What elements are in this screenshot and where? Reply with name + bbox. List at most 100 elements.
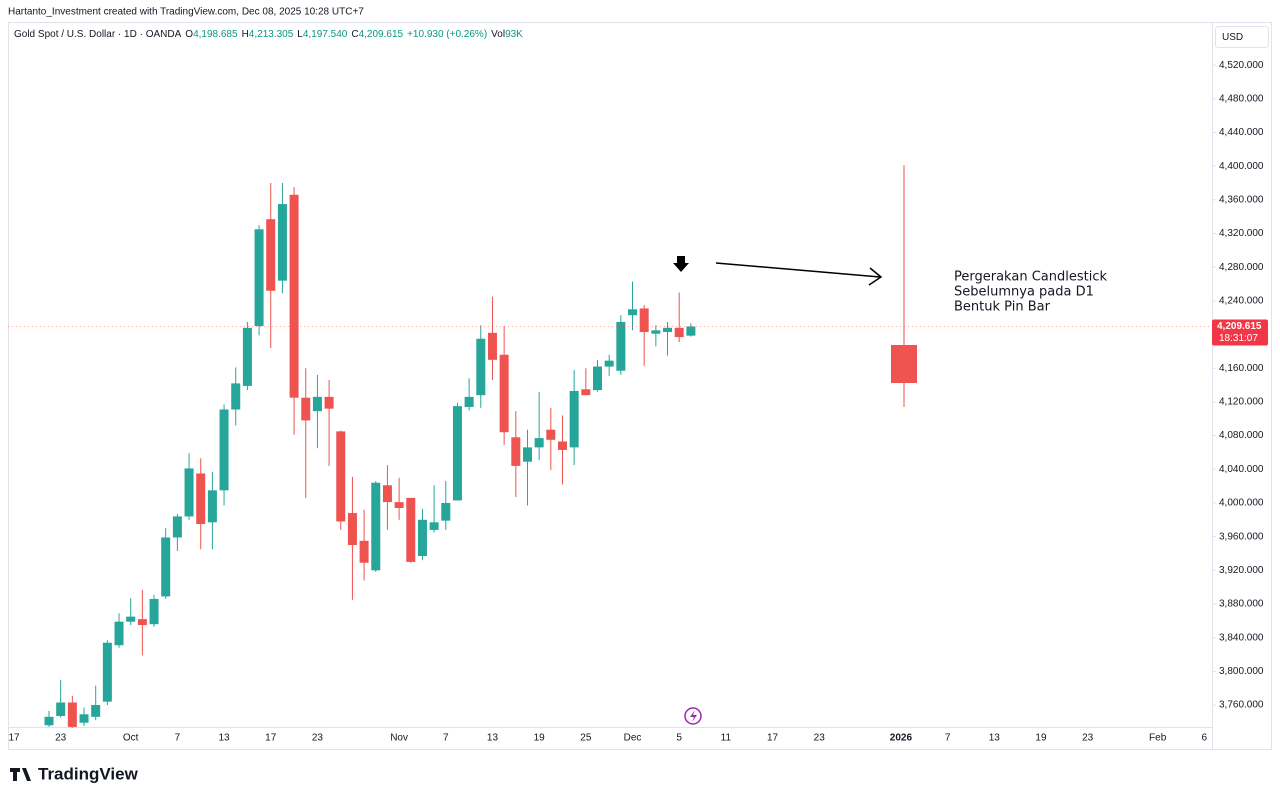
drawing-body xyxy=(891,345,917,383)
candle-body xyxy=(476,338,486,396)
candle-body xyxy=(102,642,112,702)
legend-value: 4,198.685 xyxy=(193,29,238,40)
y-tick-label: 3,840.000 xyxy=(1219,632,1264,643)
x-tick-label: 7 xyxy=(443,733,449,744)
x-tick-label: 17 xyxy=(265,733,277,744)
candle-body xyxy=(149,598,159,625)
candle-body xyxy=(464,396,474,407)
candle-body xyxy=(196,473,206,525)
x-tick-label: Nov xyxy=(390,733,408,744)
y-tick-label: 4,480.000 xyxy=(1219,93,1264,104)
candle-body xyxy=(266,219,276,291)
x-tick-label: 13 xyxy=(218,733,230,744)
candle-body xyxy=(289,194,299,398)
candle-body xyxy=(219,409,229,491)
y-tick-label: 4,240.000 xyxy=(1219,296,1264,307)
candle-body xyxy=(663,327,673,333)
candle-body xyxy=(336,431,346,522)
candle-body xyxy=(184,468,194,517)
drawing-arrowhead xyxy=(868,267,883,286)
logo-icon xyxy=(10,768,31,781)
y-tick-label: 4,000.000 xyxy=(1219,498,1264,509)
candle-body xyxy=(569,390,579,448)
y-tick-label: 4,320.000 xyxy=(1219,228,1264,239)
legend-value: 93K xyxy=(505,29,523,40)
plot: 3,760.000 3,800.000 3,840.000 3,880.000 3,92… xyxy=(8,60,1268,744)
chart-frame xyxy=(8,22,1272,750)
legend: Gold Spot / U.S. Dollar · 1D · OANDA O4,1… xyxy=(14,29,523,40)
candle-body xyxy=(301,397,311,421)
y-tick-label: 3,800.000 xyxy=(1219,666,1264,677)
x-tick-label: 13 xyxy=(487,733,499,744)
drawing-arrow xyxy=(715,262,881,278)
y-tick-label: 4,280.000 xyxy=(1219,262,1264,273)
x-tick-label: 6 xyxy=(1202,733,1208,744)
y-tick-label: 4,120.000 xyxy=(1219,397,1264,408)
candle-body xyxy=(137,619,147,626)
y-tick-label: 3,880.000 xyxy=(1219,599,1264,610)
legend-label: H xyxy=(242,29,249,40)
candle-body xyxy=(347,513,357,546)
y-tick-label: 3,960.000 xyxy=(1219,531,1264,542)
x-tick-label: 19 xyxy=(1035,733,1047,744)
annotation-line: Pergerakan Candlestick xyxy=(954,270,1107,285)
y-tick-label: 4,080.000 xyxy=(1219,430,1264,441)
candle-body xyxy=(604,360,614,367)
candle-body xyxy=(487,332,497,360)
candle-body xyxy=(114,621,124,646)
candle-body xyxy=(417,519,427,557)
candle-body xyxy=(126,616,136,622)
candle-body xyxy=(628,309,638,316)
x-tick-label: 23 xyxy=(1082,733,1094,744)
x-tick-label: Dec xyxy=(624,733,642,744)
event-icon[interactable] xyxy=(684,707,702,725)
candle-body xyxy=(581,389,591,396)
candle-body xyxy=(452,406,462,501)
x-tick-label: 7 xyxy=(945,733,951,744)
candle-body xyxy=(499,354,509,433)
y-tick-label: 4,520.000 xyxy=(1219,60,1264,71)
y-tick-label: 4,040.000 xyxy=(1219,464,1264,475)
legend-label: Vol xyxy=(491,29,505,40)
x-tick-label: 25 xyxy=(580,733,592,744)
candle-body xyxy=(546,429,556,440)
candle-body xyxy=(207,490,217,523)
candle-body xyxy=(56,702,66,716)
candle-body xyxy=(382,485,392,503)
candle-body xyxy=(686,326,696,336)
candle-body xyxy=(254,229,264,327)
candle-body xyxy=(406,497,416,562)
candle-body xyxy=(674,327,684,338)
x-tick-label: 17 xyxy=(767,733,779,744)
legend-value: 4,197.540 xyxy=(303,29,348,40)
candle-body xyxy=(67,702,77,727)
annotation-line: Bentuk Pin Bar xyxy=(954,300,1051,315)
legend-label: C xyxy=(351,29,358,40)
x-tick-label: 17 xyxy=(8,733,20,744)
legend-change: +10.930 (+0.26%) xyxy=(407,29,487,40)
candle-body xyxy=(557,441,567,450)
legend-value: 4,213.305 xyxy=(249,29,294,40)
x-tick-label: 2026 xyxy=(890,733,913,744)
legend-value: 4,209.615 xyxy=(359,29,404,40)
candle-body xyxy=(522,447,532,462)
currency-button[interactable] xyxy=(1215,26,1269,48)
y-tick-label: 4,160.000 xyxy=(1219,363,1264,374)
x-tick-label: Feb xyxy=(1149,733,1167,744)
currency[interactable]: USD xyxy=(1222,32,1243,43)
candle-body xyxy=(511,437,521,466)
candle-body xyxy=(429,522,439,530)
candle-body xyxy=(324,396,334,409)
candle-body xyxy=(639,308,649,333)
annotation-line: Sebelumnya pada D1 xyxy=(954,285,1094,300)
y-tick-label: 3,920.000 xyxy=(1219,565,1264,576)
candle-body xyxy=(172,516,182,538)
last-price-label: 4,209.615 xyxy=(1217,321,1262,332)
x-tick-label: 13 xyxy=(989,733,1001,744)
candle-body xyxy=(91,705,101,717)
candle-body xyxy=(441,502,451,521)
logo-text: TradingView xyxy=(38,764,139,783)
legend-label: O xyxy=(185,29,193,40)
